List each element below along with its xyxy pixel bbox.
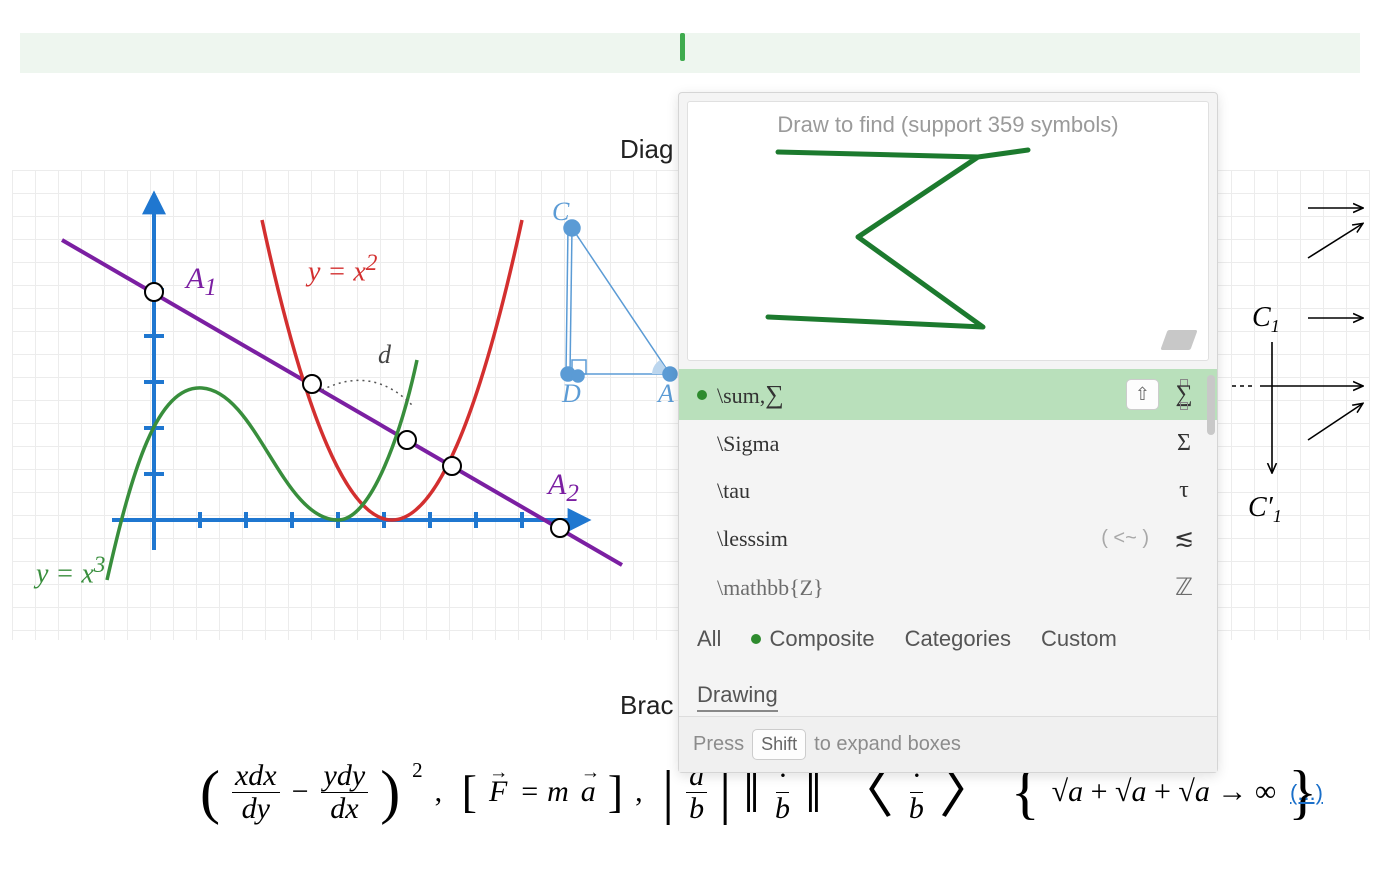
scrollbar-thumb[interactable] (1207, 375, 1215, 435)
result-row[interactable]: \lesssim ( <~ ) ≲ (679, 514, 1217, 563)
shift-key-label: Shift (752, 729, 806, 760)
result-row[interactable]: \sum,∑ ⇧ ∑ (679, 369, 1217, 420)
results-list: \sum,∑ ⇧ ∑ \Sigma Σ \tau τ \lesssim ( <~… (679, 369, 1217, 612)
cubic-label: y = x3 (36, 552, 105, 590)
distance-arc (322, 380, 412, 405)
composite-dot-icon (751, 634, 761, 644)
drawing-canvas[interactable]: Draw to find (support 359 symbols) (687, 101, 1209, 361)
commutative-diagram (1232, 208, 1362, 472)
tab-drawing[interactable]: Drawing (697, 682, 778, 712)
drawing-placeholder: Draw to find (support 359 symbols) (688, 112, 1208, 138)
distance-d-label: d (378, 340, 391, 370)
cd-C1-label: C1 (1252, 302, 1280, 336)
triangle-A-label: A (656, 379, 674, 408)
point-A2-label: A2 (548, 468, 579, 508)
result-row[interactable]: \tau τ (679, 467, 1217, 514)
heading-brackets: Brac (620, 690, 673, 721)
hint-bar: Press Shift to expand boxes (679, 716, 1217, 772)
triangle-C-label: C (552, 197, 570, 226)
cd-C1p-label: C′1 (1248, 492, 1282, 526)
result-row[interactable]: \Sigma Σ (679, 420, 1217, 467)
composite-dot-icon (697, 390, 707, 400)
triangle (561, 220, 677, 382)
parabola-label: y = x2 (308, 250, 377, 288)
tab-custom[interactable]: Custom (1041, 626, 1117, 652)
symbol-picker-popup: Draw to find (support 359 symbols) \sum,… (678, 92, 1218, 773)
tab-composite[interactable]: Composite (751, 626, 874, 652)
sum-box-icon: ∑ (1169, 379, 1199, 409)
shift-key-icon: ⇧ (1126, 379, 1159, 410)
tab-all[interactable]: All (697, 626, 721, 652)
result-row[interactable]: \mathbb{Z} ℤ (679, 563, 1217, 612)
parabola-curve (262, 220, 522, 520)
top-bar (20, 33, 1360, 73)
triangle-D-label: D (561, 379, 581, 408)
top-bar-cursor-marker (680, 33, 685, 61)
more-link[interactable]: (...) (1290, 780, 1323, 806)
tab-categories[interactable]: Categories (905, 626, 1011, 652)
picker-tabs: All Composite Categories Custom Drawing (679, 612, 1217, 716)
heading-diagrams: Diag (620, 134, 673, 165)
user-drawing (688, 102, 1208, 360)
point-A1-label: A1 (186, 262, 217, 302)
